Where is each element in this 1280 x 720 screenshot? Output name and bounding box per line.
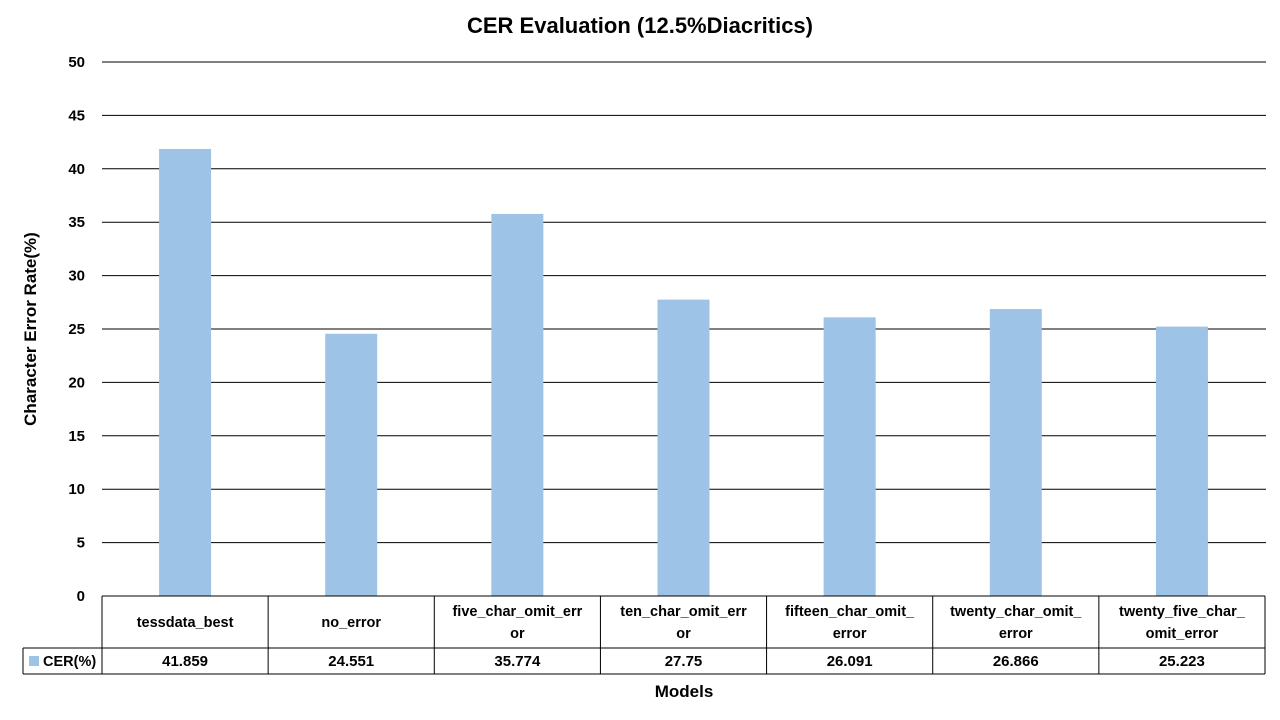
x-axis-title: Models xyxy=(655,682,714,701)
x-category-label: or xyxy=(676,626,691,642)
x-category-label: no_error xyxy=(321,615,381,631)
chart-title: CER Evaluation (12.5%Diacritics) xyxy=(467,13,813,38)
x-category-label: twenty_char_omit_ xyxy=(950,604,1082,620)
x-category-label: error xyxy=(999,626,1033,642)
bar xyxy=(325,333,378,596)
y-tick-label: 35 xyxy=(68,214,85,231)
data-value-label: 26.091 xyxy=(827,653,873,670)
y-tick-label: 10 xyxy=(68,481,85,498)
data-value-label: 25.223 xyxy=(1159,653,1205,670)
bars xyxy=(159,148,1208,597)
y-tick-label: 0 xyxy=(77,588,85,605)
legend-label: CER(%) xyxy=(43,654,96,670)
y-tick-label: 40 xyxy=(68,161,85,178)
x-category-label: tessdata_best xyxy=(137,615,234,631)
x-category-label: fifteen_char_omit_ xyxy=(785,604,915,620)
y-tick-label: 20 xyxy=(68,374,85,391)
x-category-label: ten_char_omit_err xyxy=(620,604,747,620)
x-category-label: five_char_omit_err xyxy=(452,604,582,620)
bar xyxy=(989,309,1042,596)
legend-swatch xyxy=(29,656,39,666)
bar xyxy=(491,213,544,596)
data-value-label: 41.859 xyxy=(162,653,208,670)
y-axis-title: Character Error Rate(%) xyxy=(21,232,40,426)
y-tick-label: 5 xyxy=(77,535,85,552)
y-tick-label: 25 xyxy=(68,321,85,338)
y-tick-labels: 0 5 10 15 20 25 30 35 40 45 50 xyxy=(68,54,85,605)
x-category-label: error xyxy=(833,626,867,642)
bar xyxy=(657,299,710,596)
y-tick-label: 50 xyxy=(68,54,85,71)
x-category-label: omit_error xyxy=(1146,626,1219,642)
y-tick-label: 45 xyxy=(68,107,85,124)
bar xyxy=(1155,326,1208,596)
x-category-label: or xyxy=(510,626,525,642)
data-value-label: 24.551 xyxy=(328,653,374,670)
data-value-label: 27.75 xyxy=(665,653,703,670)
y-tick-label: 30 xyxy=(68,268,85,285)
y-tick-label: 15 xyxy=(68,428,85,445)
data-table: tessdata_best no_error five_char_omit_erro… xyxy=(22,595,1266,675)
data-value-label: 26.866 xyxy=(993,653,1039,670)
x-category-label: twenty_five_char_ xyxy=(1119,604,1246,620)
bar xyxy=(159,148,212,597)
bar xyxy=(823,317,876,596)
data-value-label: 35.774 xyxy=(494,653,541,670)
